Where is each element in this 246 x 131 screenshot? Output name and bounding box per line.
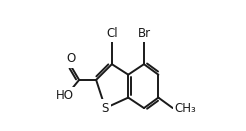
Text: O: O xyxy=(66,53,75,66)
Text: S: S xyxy=(102,102,109,115)
Text: CH₃: CH₃ xyxy=(175,102,197,115)
Text: Br: Br xyxy=(138,27,151,40)
Text: Cl: Cl xyxy=(106,27,118,40)
Text: HO: HO xyxy=(56,89,74,102)
